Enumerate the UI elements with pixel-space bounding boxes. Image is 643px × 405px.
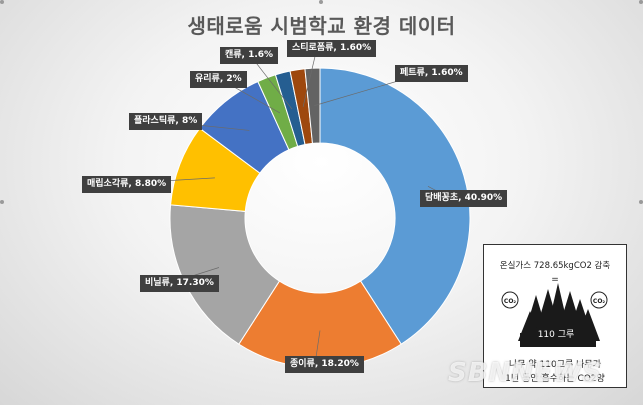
data-label-0: 담배꽁초, 40.90% xyxy=(420,190,508,207)
data-label-2: 비닐류, 17.30% xyxy=(140,275,219,292)
frame-handle[interactable] xyxy=(0,200,4,204)
co2-badge-left: CO₂ xyxy=(504,298,517,305)
tree-count-label: 110 그루 xyxy=(538,329,575,340)
info-bottom-line1: 나무 약 110그루 나무가 xyxy=(508,360,601,370)
data-label-3: 매립소각류, 8.80% xyxy=(82,176,172,193)
watermark-logo: SBNNEWS xyxy=(448,358,603,388)
tree-icon xyxy=(518,283,600,347)
co2-bubble-left xyxy=(501,291,519,309)
frame-handle[interactable] xyxy=(319,0,323,4)
data-label-8: 페트류, 1.60% xyxy=(395,65,468,82)
frame-handle[interactable] xyxy=(639,0,643,4)
forest-illustration: CO₂ CO₂ 110 그루 xyxy=(501,283,608,347)
co2-badge-right: CO₂ xyxy=(593,298,606,305)
info-bottom-line2: 1년 동안 흡수하는 CO2양 xyxy=(505,374,605,384)
slice-0 xyxy=(319,67,471,345)
frame-handle[interactable] xyxy=(639,200,643,204)
data-label-7: 스티로폼류, 1.60% xyxy=(287,40,377,57)
leader-line-6 xyxy=(249,54,293,110)
leader-line-7 xyxy=(302,47,318,107)
data-label-4: 플라스틱류, 8% xyxy=(129,113,203,130)
data-label-1: 종이류, 18.20% xyxy=(285,356,364,373)
info-equals: = xyxy=(551,275,559,285)
info-top-text: 온실가스 728.65kgCO2 감축 xyxy=(499,261,611,271)
data-label-5: 유리류, 2% xyxy=(190,71,247,88)
co2-bubble-right xyxy=(590,291,608,309)
frame-handle[interactable] xyxy=(0,0,4,4)
co2-info-box: 온실가스 728.65kgCO2 감축 = CO₂ CO₂ 110 그루 나무 … xyxy=(483,244,627,388)
chart-title: 생태로움 시범학교 환경 데이터 xyxy=(187,14,456,38)
slice-8 xyxy=(304,67,321,144)
data-label-6: 캔류, 1.6% xyxy=(220,47,279,64)
